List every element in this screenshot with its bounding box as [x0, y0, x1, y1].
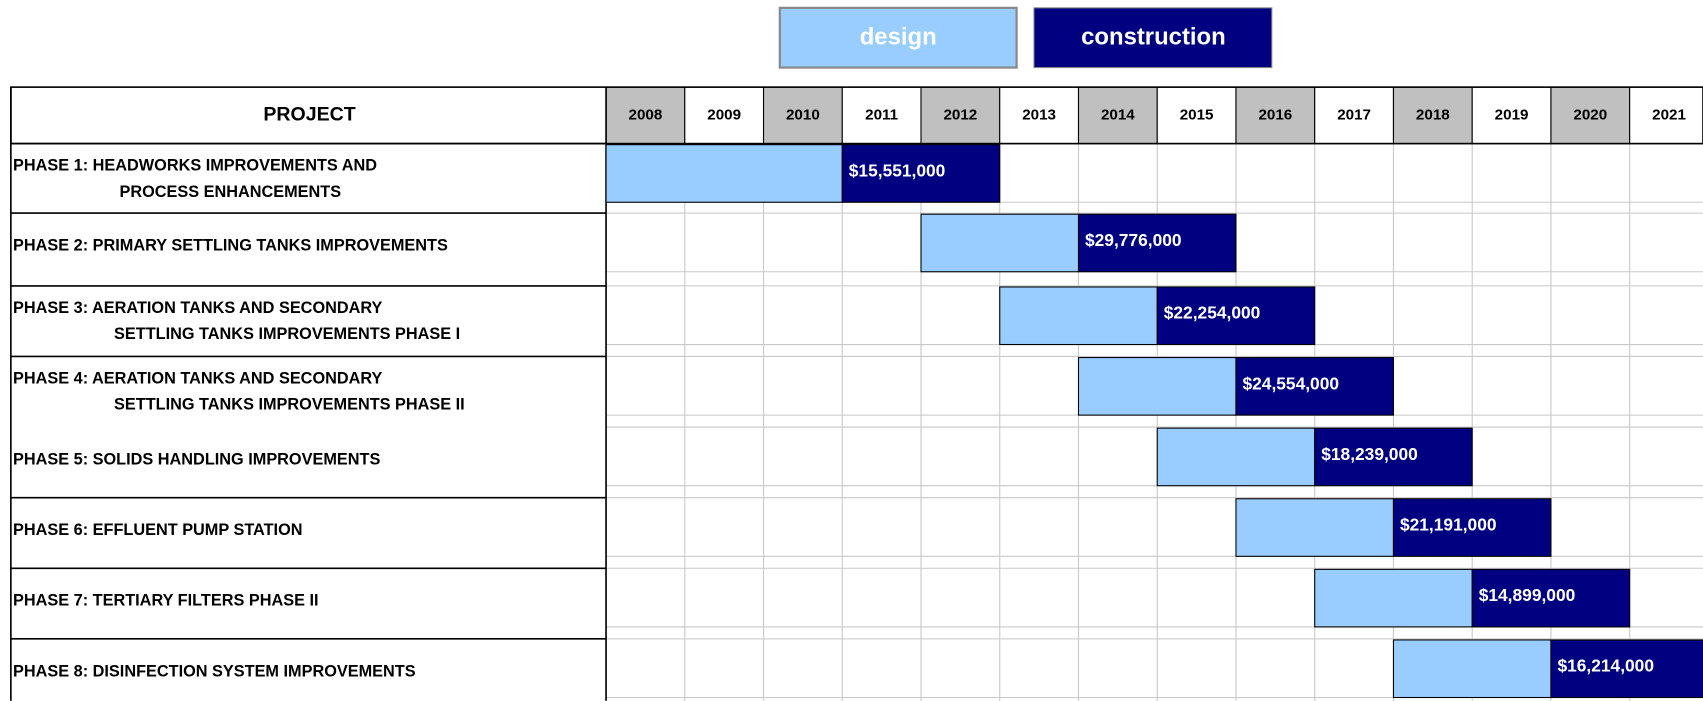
year-label: 2016 [1258, 106, 1292, 123]
year-label: 2012 [943, 106, 977, 123]
phase-label: PHASE 6: EFFLUENT PUMP STATION [13, 521, 302, 539]
year-label: 2017 [1337, 106, 1371, 123]
year-label: 2020 [1573, 106, 1607, 123]
phase-label: SETTLING TANKS IMPROVEMENTS PHASE I [114, 325, 460, 343]
year-cell [1629, 86, 1703, 145]
design-bar [1077, 357, 1237, 416]
phase-label: PHASE 2: PRIMARY SETTLING TANKS IMPROVEM… [13, 237, 448, 255]
phase-label: PHASE 5: SOLIDS HANDLING IMPROVEMENTS [13, 450, 380, 468]
construction-bar [1235, 357, 1395, 416]
design-bar [920, 213, 1080, 273]
year-cell [605, 86, 686, 145]
year-label: 2011 [865, 106, 899, 123]
year-cell [1392, 86, 1473, 145]
phase-label: PHASE 7: TERTIARY FILTERS PHASE II [13, 592, 318, 610]
year-label: 2019 [1495, 106, 1529, 123]
legend-construction-swatch [1033, 7, 1273, 69]
year-label: 2018 [1416, 106, 1450, 123]
construction-bar [1077, 213, 1237, 273]
year-cell [1077, 86, 1158, 145]
year-cell [1314, 86, 1395, 145]
cost-label: $21,191,000 [1400, 514, 1497, 534]
construction-bar [841, 144, 1001, 203]
construction-bar [1392, 498, 1552, 557]
construction-bar [1156, 286, 1316, 346]
phase-label: PHASE 8: DISINFECTION SYSTEM IMPROVEMENT… [13, 662, 416, 680]
year-label: 2021 [1652, 106, 1686, 123]
year-cell [1550, 86, 1631, 145]
year-label: 2013 [1022, 106, 1056, 123]
cost-label: $14,899,000 [1479, 585, 1576, 605]
design-bar [605, 144, 843, 203]
legend-design-label: design [860, 24, 937, 51]
design-bar [999, 286, 1158, 346]
legend-construction-label: construction [1081, 24, 1226, 51]
legend-design-swatch [778, 6, 1018, 69]
cost-label: $15,551,000 [849, 160, 946, 180]
construction-bar [1550, 639, 1703, 699]
phase-label: PHASE 3: AERATION TANKS AND SECONDARY [13, 299, 383, 317]
year-label: 2010 [786, 106, 820, 123]
year-label: 2015 [1180, 106, 1214, 123]
design-bar [1392, 639, 1552, 699]
design-bar [1314, 568, 1473, 628]
construction-bar [1471, 568, 1631, 628]
cost-label: $16,214,000 [1557, 656, 1654, 676]
phase-label: PHASE 1: HEADWORKS IMPROVEMENTS AND [13, 157, 377, 175]
year-cell [1471, 86, 1552, 145]
year-label: 2009 [707, 106, 741, 123]
cost-label: $24,554,000 [1242, 373, 1339, 393]
phase-label: SETTLING TANKS IMPROVEMENTS PHASE II [114, 396, 465, 414]
year-cell [999, 86, 1080, 145]
project-header: PROJECT [263, 104, 355, 126]
year-label: 2008 [629, 106, 663, 123]
design-bar [1235, 498, 1395, 557]
design-bar [1156, 427, 1316, 487]
construction-bar [1314, 427, 1473, 487]
cost-label: $29,776,000 [1085, 230, 1182, 250]
year-label: 2014 [1101, 106, 1135, 123]
cost-label: $18,239,000 [1321, 444, 1418, 464]
phase-label: PHASE 4: AERATION TANKS AND SECONDARY [13, 370, 383, 388]
phase-label: PROCESS ENHANCEMENTS [119, 183, 341, 201]
cost-label: $22,254,000 [1164, 303, 1261, 323]
